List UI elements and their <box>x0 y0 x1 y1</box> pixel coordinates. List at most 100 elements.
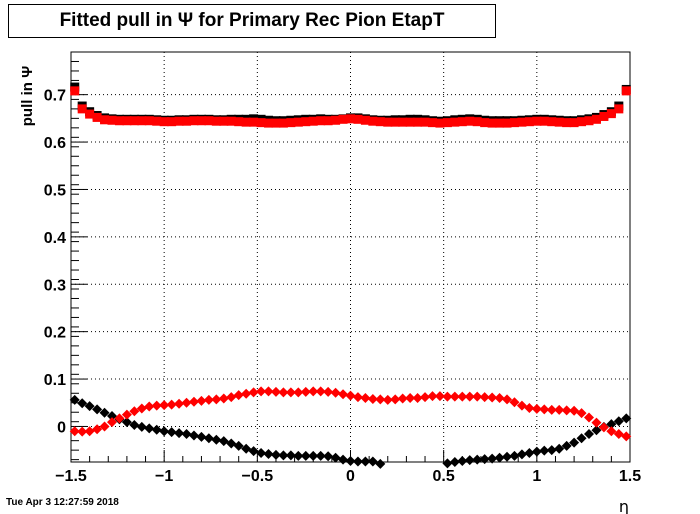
data-point-diamond <box>420 392 431 403</box>
data-point-square <box>271 118 281 128</box>
data-point-square <box>591 114 601 124</box>
data-point-square <box>174 116 184 126</box>
data-point-diamond <box>84 401 95 412</box>
data-point-square <box>375 117 385 127</box>
data-point-square <box>137 116 147 126</box>
data-point-diamond <box>546 404 557 415</box>
data-point-diamond <box>382 394 393 405</box>
data-point-diamond <box>248 387 259 398</box>
data-point-diamond <box>218 436 229 447</box>
data-point-diamond <box>479 454 490 465</box>
x-tick-label: 1 <box>532 468 541 485</box>
data-point-square <box>524 117 534 127</box>
data-point-square <box>539 116 549 126</box>
data-point-diamond <box>554 404 565 415</box>
data-point-diamond <box>188 430 199 441</box>
data-point-diamond <box>270 386 281 397</box>
data-point-square <box>293 117 303 127</box>
data-point-diamond <box>92 404 103 415</box>
data-point-diamond <box>375 394 386 405</box>
data-point-square <box>167 117 177 127</box>
data-point-diamond <box>494 393 505 404</box>
data-point-diamond <box>278 450 289 461</box>
data-point-diamond <box>159 426 170 437</box>
data-point-square <box>495 118 505 128</box>
data-point-square <box>286 118 296 128</box>
data-point-diamond <box>502 451 513 462</box>
y-tick-label: 0.2 <box>44 325 66 342</box>
data-point-diamond <box>92 424 103 435</box>
data-point-diamond <box>211 394 222 405</box>
x-tick-label: −0.5 <box>242 468 274 485</box>
data-point-diamond <box>442 458 453 469</box>
data-point-diamond <box>561 440 572 451</box>
data-point-square <box>398 117 408 127</box>
data-point-square <box>107 115 117 125</box>
data-point-diamond <box>323 451 334 462</box>
data-point-square <box>338 114 348 124</box>
data-point-square <box>92 112 102 122</box>
tick-labels: −1.5 −1 −0.5 0 0.5 1 1.5 0 0.1 0.2 0.3 0.4 0.5 0.6 0.7 <box>44 88 641 485</box>
data-point-square <box>144 116 154 126</box>
data-point-diamond <box>591 417 602 428</box>
data-point-square <box>301 117 311 127</box>
data-point-square <box>114 116 124 126</box>
data-point-square <box>204 116 214 126</box>
data-point-diamond <box>472 391 483 402</box>
data-point-square <box>532 116 542 126</box>
data-point-diamond <box>531 446 542 457</box>
data-point-diamond <box>106 417 117 428</box>
data-point-diamond <box>330 452 341 463</box>
data-point-diamond <box>449 391 460 402</box>
data-point-square <box>368 116 378 126</box>
data-point-diamond <box>144 423 155 434</box>
data-point-square <box>219 116 229 126</box>
data-point-diamond <box>181 429 192 440</box>
data-point-square <box>614 104 624 114</box>
data-point-diamond <box>606 419 617 430</box>
data-point-diamond <box>233 440 244 451</box>
data-point-diamond <box>546 445 557 456</box>
data-point-diamond <box>367 393 378 404</box>
data-point-diamond <box>300 386 311 397</box>
data-point-diamond <box>256 447 267 458</box>
x-tick-label: −1.5 <box>55 468 87 485</box>
data-point-square <box>331 115 341 125</box>
data-point-square <box>323 116 333 126</box>
data-point-square <box>249 117 259 127</box>
data-point-diamond <box>457 391 468 402</box>
data-point-diamond <box>524 402 535 413</box>
data-point-diamond <box>464 455 475 466</box>
data-point-diamond <box>360 456 371 467</box>
data-point-square <box>196 116 206 126</box>
data-point-square <box>152 116 162 126</box>
data-point-diamond <box>99 407 110 418</box>
data-point-square <box>554 117 564 127</box>
data-point-diamond <box>479 392 490 403</box>
data-point-square <box>450 117 460 127</box>
data-point-diamond <box>576 433 587 444</box>
data-point-diamond <box>278 387 289 398</box>
data-point-diamond <box>494 452 505 463</box>
x-axis-label: η <box>619 497 629 514</box>
data-point-diamond <box>464 391 475 402</box>
data-point-diamond <box>442 391 453 402</box>
data-point-square <box>480 118 490 128</box>
data-point-square <box>129 116 139 126</box>
y-tick-label: 0 <box>57 419 66 436</box>
data-point-diamond <box>487 392 498 403</box>
data-point-diamond <box>159 400 170 411</box>
data-point-square <box>346 114 355 124</box>
data-point-diamond <box>218 393 229 404</box>
data-point-diamond <box>256 386 267 397</box>
data-point-square <box>122 116 132 126</box>
data-point-diamond <box>203 394 214 405</box>
data-point-diamond <box>375 458 386 469</box>
data-point-diamond <box>531 403 542 414</box>
data-point-square <box>606 109 616 119</box>
data-point-square <box>517 117 527 127</box>
data-point-square <box>189 116 199 126</box>
data-point-diamond <box>472 454 483 465</box>
data-point-diamond <box>203 433 214 444</box>
